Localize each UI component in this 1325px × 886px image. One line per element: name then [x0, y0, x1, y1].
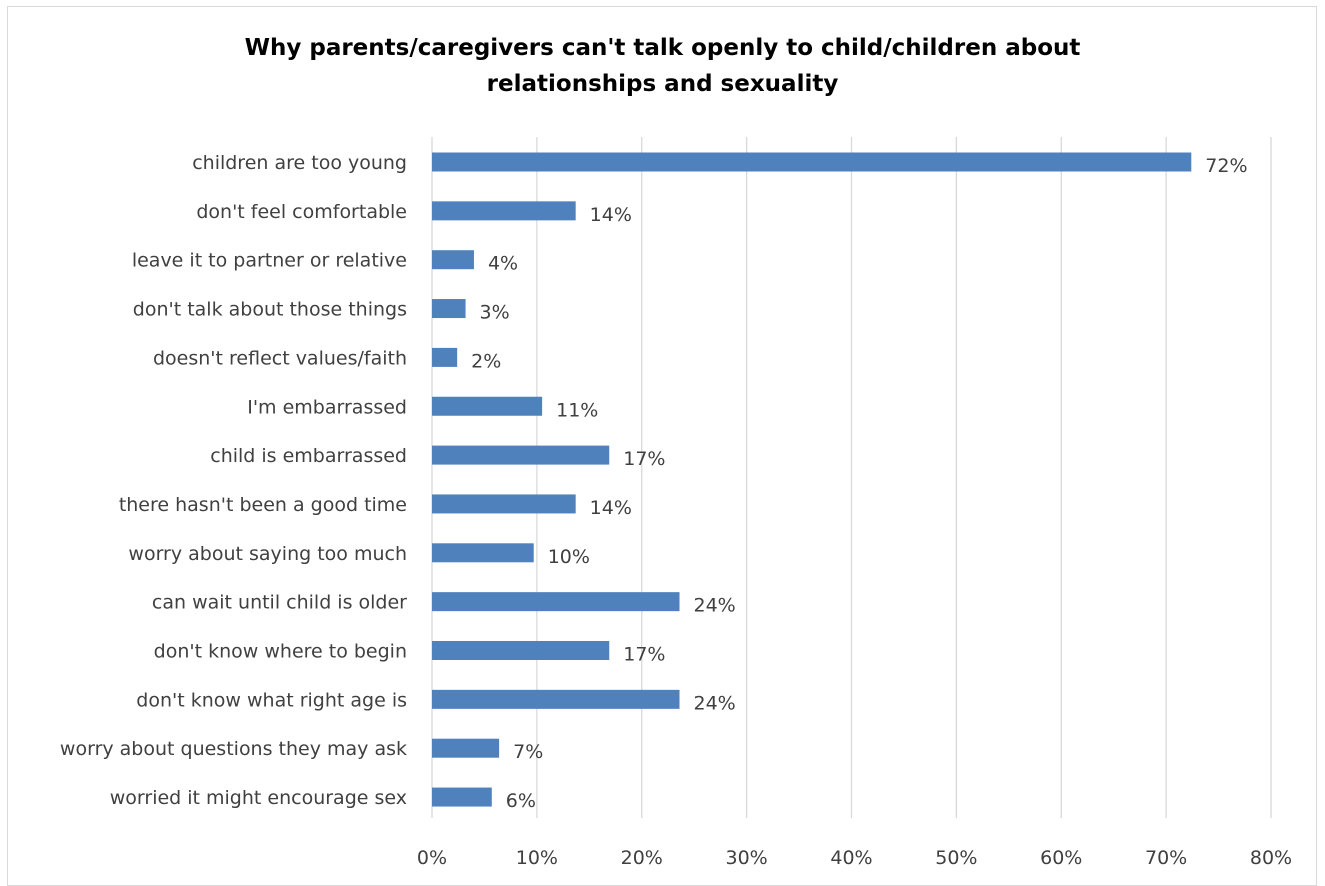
data-label: 6%: [506, 790, 536, 812]
chart-title-line-1: Why parents/caregivers can't talk openly…: [244, 35, 1081, 61]
bar: [432, 250, 474, 270]
bar: [432, 201, 576, 221]
category-label: can wait until child is older: [152, 592, 407, 614]
category-label: worry about questions they may ask: [60, 738, 407, 760]
x-tick-label: 10%: [516, 847, 558, 869]
bar: [432, 641, 610, 660]
category-label: don't talk about those things: [133, 299, 407, 321]
data-labels: 72% 14% 4% 3% 2% 11% 17% 14% 10% 24% 17% 24% 7% 6%: [471, 155, 1247, 812]
x-tick-label: 80%: [1250, 847, 1292, 869]
category-label: don't know what right age is: [136, 689, 407, 711]
bar: [432, 396, 543, 416]
data-label: 17%: [623, 644, 665, 666]
data-label: 11%: [556, 399, 598, 421]
bar: [432, 738, 500, 758]
data-label: 17%: [623, 448, 665, 470]
bar: [432, 689, 680, 709]
category-label: child is embarrassed: [210, 445, 407, 467]
data-label: 2%: [471, 350, 501, 372]
bar: [432, 347, 458, 367]
data-label: 14%: [590, 204, 632, 226]
x-tick-label: 20%: [621, 847, 663, 869]
data-label: 24%: [694, 692, 736, 714]
bar: [432, 494, 576, 514]
data-label: 7%: [513, 741, 543, 763]
category-label: I'm embarrassed: [247, 396, 407, 418]
category-label: there hasn't been a good time: [119, 494, 407, 516]
x-axis-tick-labels: 0% 10% 20% 30% 40% 50% 60% 70% 80%: [417, 847, 1292, 869]
bar: [432, 299, 466, 319]
category-label: don't know where to begin: [154, 641, 407, 663]
data-label: 10%: [548, 546, 590, 568]
x-tick-label: 50%: [935, 847, 977, 869]
category-label: worry about saying too much: [128, 543, 407, 565]
x-tick-label: 40%: [830, 847, 872, 869]
x-tick-label: 70%: [1145, 847, 1187, 869]
data-label: 24%: [694, 595, 736, 617]
data-label: 72%: [1205, 155, 1247, 177]
data-label: 14%: [590, 497, 632, 519]
category-label: doesn't reflect values/faith: [153, 347, 407, 369]
data-label: 3%: [480, 302, 510, 324]
gridlines: [431, 137, 1272, 818]
category-label: children are too young: [192, 152, 407, 174]
category-label: worried it might encourage sex: [110, 787, 407, 809]
chart-title-line-2: relationships and sexuality: [486, 71, 839, 97]
bar: [432, 152, 1192, 172]
category-label: leave it to partner or relative: [132, 250, 407, 272]
bars: [432, 152, 1192, 807]
bar: [432, 543, 534, 563]
x-tick-label: 60%: [1040, 847, 1082, 869]
data-label: 4%: [488, 253, 518, 275]
bar: [432, 787, 492, 807]
category-labels: children are too young don't feel comfort…: [60, 152, 407, 809]
x-tick-label: 0%: [417, 847, 447, 869]
bar: [432, 592, 680, 612]
bar: [432, 445, 610, 465]
chart-title: Why parents/caregivers can't talk openly…: [0, 30, 1325, 102]
x-tick-label: 30%: [726, 847, 768, 869]
category-label: don't feel comfortable: [196, 201, 407, 223]
